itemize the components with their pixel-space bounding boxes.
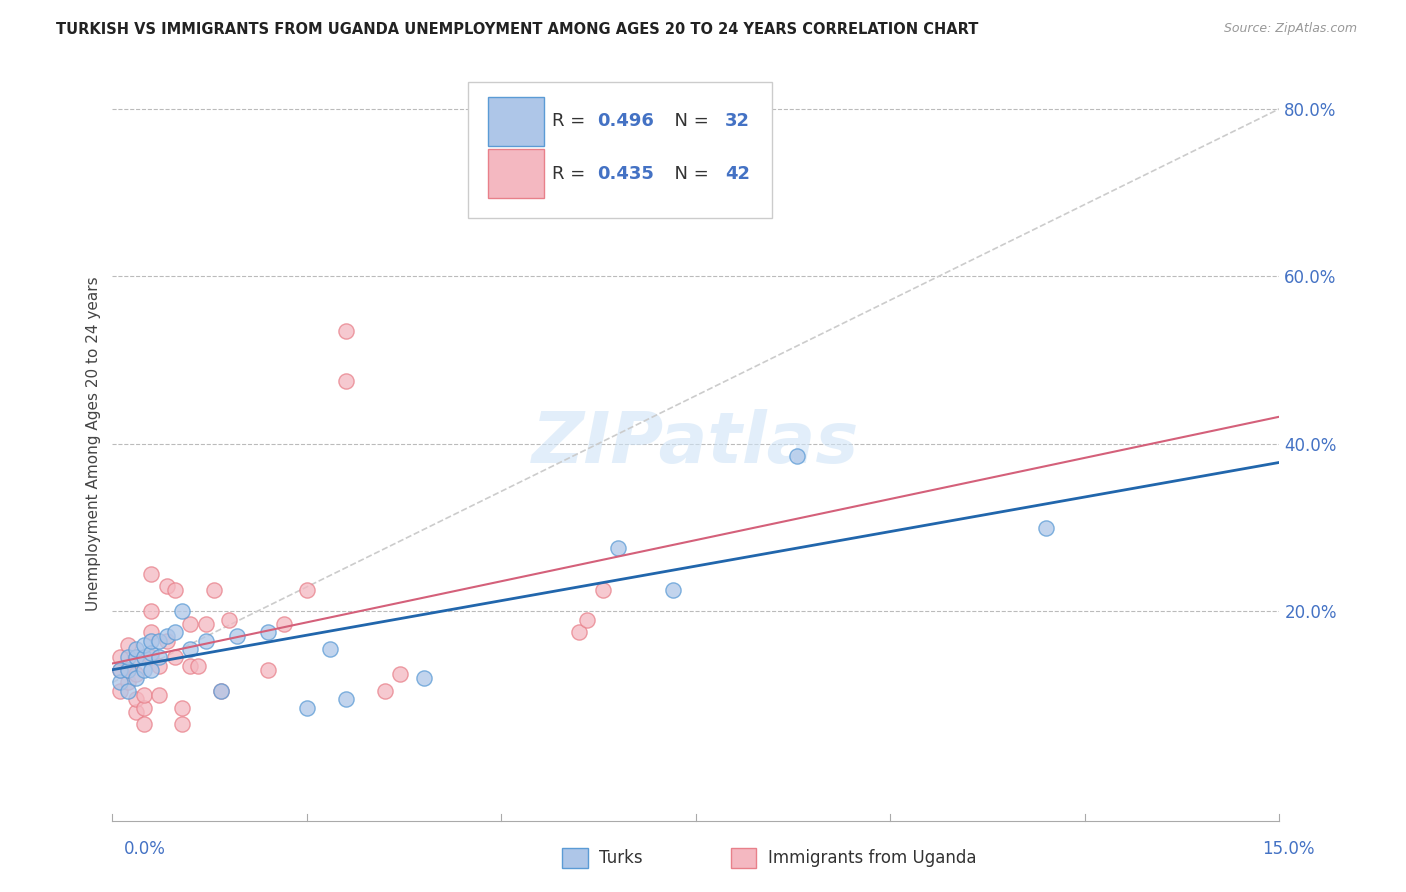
Point <box>576 613 599 627</box>
Text: 0.0%: 0.0% <box>124 840 166 858</box>
Point <box>141 566 163 581</box>
Point <box>172 604 194 618</box>
Point <box>786 450 808 464</box>
Point <box>110 663 132 677</box>
Point <box>1035 520 1057 534</box>
Point <box>335 374 357 388</box>
Point <box>141 646 163 660</box>
Point <box>412 671 434 685</box>
Point <box>125 650 148 665</box>
Point <box>132 688 155 702</box>
Point <box>125 705 148 719</box>
Point <box>117 638 139 652</box>
Point <box>202 583 225 598</box>
Point <box>132 663 155 677</box>
Point <box>117 650 139 665</box>
Point <box>141 604 163 618</box>
Point <box>148 658 170 673</box>
Point <box>179 658 201 673</box>
Point <box>273 616 295 631</box>
Text: 15.0%: 15.0% <box>1263 840 1315 858</box>
Point <box>132 638 155 652</box>
Point <box>156 579 179 593</box>
Point <box>163 650 186 665</box>
Point <box>148 633 170 648</box>
Point <box>209 683 232 698</box>
Point <box>179 642 201 657</box>
Point <box>110 650 132 665</box>
Text: 42: 42 <box>725 165 751 183</box>
Point <box>194 633 217 648</box>
Text: N =: N = <box>664 112 714 130</box>
Point <box>319 642 342 657</box>
Text: R =: R = <box>553 112 592 130</box>
Point <box>125 667 148 681</box>
Point <box>335 324 357 338</box>
Point <box>117 683 139 698</box>
Point <box>132 717 155 731</box>
Point <box>194 616 217 631</box>
Point <box>141 663 163 677</box>
Point <box>257 663 280 677</box>
Point <box>141 633 163 648</box>
Point <box>172 700 194 714</box>
Point <box>156 629 179 643</box>
Point <box>110 683 132 698</box>
Point <box>110 675 132 690</box>
FancyBboxPatch shape <box>488 150 544 198</box>
Point <box>335 692 357 706</box>
Text: R =: R = <box>553 165 592 183</box>
Point <box>125 650 148 665</box>
Text: N =: N = <box>664 165 714 183</box>
Point <box>148 650 170 665</box>
Point <box>117 663 139 677</box>
Point <box>661 583 683 598</box>
Point <box>132 650 155 665</box>
Point <box>607 541 630 556</box>
Point <box>141 625 163 640</box>
Text: Source: ZipAtlas.com: Source: ZipAtlas.com <box>1223 22 1357 36</box>
Point <box>389 667 412 681</box>
Point <box>117 663 139 677</box>
Text: Turks: Turks <box>599 849 643 867</box>
Point <box>141 650 163 665</box>
Point <box>125 671 148 685</box>
FancyBboxPatch shape <box>488 96 544 145</box>
Text: 0.496: 0.496 <box>596 112 654 130</box>
Point <box>163 625 186 640</box>
Point <box>132 700 155 714</box>
Text: Immigrants from Uganda: Immigrants from Uganda <box>768 849 976 867</box>
Point <box>226 629 249 643</box>
Point <box>295 700 318 714</box>
Point <box>110 663 132 677</box>
Point <box>374 683 396 698</box>
Point <box>156 633 179 648</box>
Point <box>148 688 170 702</box>
Point <box>209 683 232 698</box>
Point <box>257 625 280 640</box>
FancyBboxPatch shape <box>468 82 772 218</box>
Y-axis label: Unemployment Among Ages 20 to 24 years: Unemployment Among Ages 20 to 24 years <box>86 277 101 611</box>
Point <box>568 625 591 640</box>
Text: ZIPatlas: ZIPatlas <box>533 409 859 478</box>
Point <box>179 616 201 631</box>
Text: 0.435: 0.435 <box>596 165 654 183</box>
Point <box>218 613 240 627</box>
Point <box>125 692 148 706</box>
Text: 32: 32 <box>725 112 751 130</box>
Point <box>117 675 139 690</box>
Point <box>163 583 186 598</box>
Text: TURKISH VS IMMIGRANTS FROM UGANDA UNEMPLOYMENT AMONG AGES 20 TO 24 YEARS CORRELA: TURKISH VS IMMIGRANTS FROM UGANDA UNEMPL… <box>56 22 979 37</box>
Point <box>172 717 194 731</box>
Point <box>187 658 209 673</box>
Point <box>295 583 318 598</box>
Point <box>125 642 148 657</box>
Point <box>592 583 614 598</box>
